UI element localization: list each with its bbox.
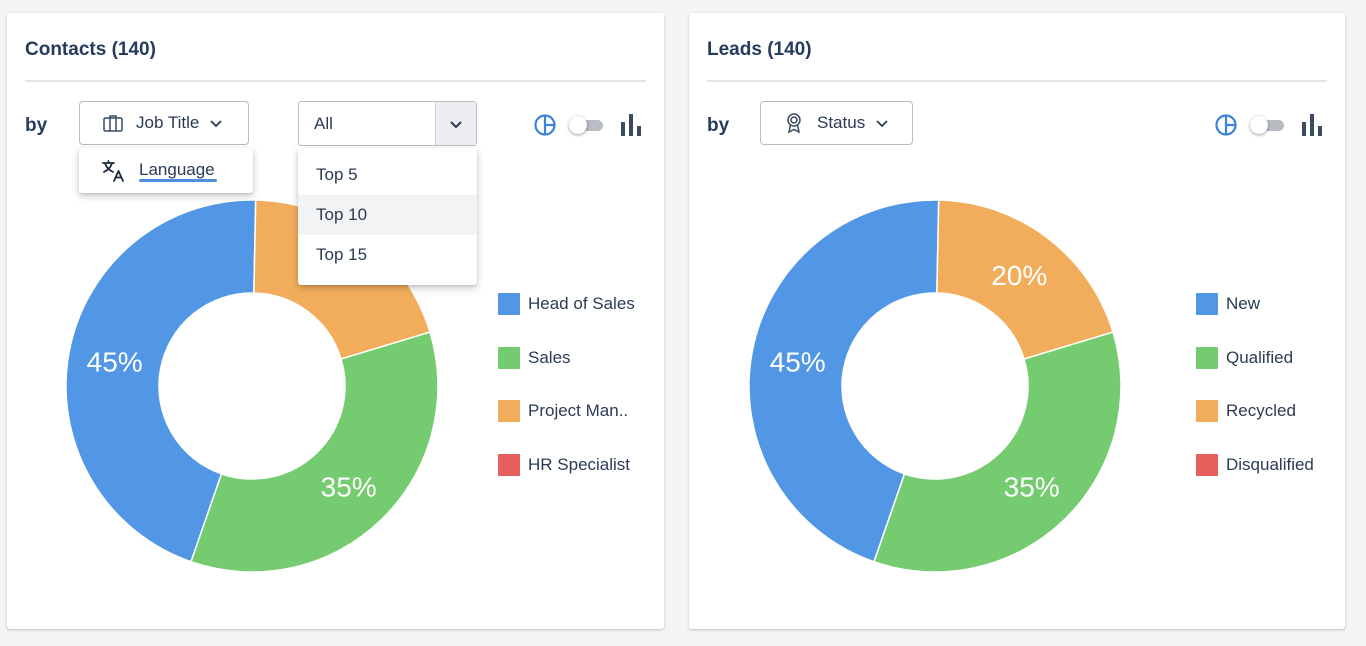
legend-label: Recycled xyxy=(1226,401,1296,421)
legend-swatch xyxy=(498,346,520,369)
contacts-group-by-label: Job Title xyxy=(136,113,200,132)
chevron-down-icon xyxy=(450,120,462,128)
leads-card: Leads (140) by Status 45% xyxy=(689,13,1345,629)
legend-label: Qualified xyxy=(1226,347,1294,367)
legend-swatch xyxy=(1196,293,1218,315)
briefcase-icon xyxy=(102,112,124,134)
legend-swatch xyxy=(498,400,520,423)
award-icon xyxy=(783,112,805,134)
translate-icon xyxy=(101,159,127,183)
leads-legend-item[interactable]: Disqualified xyxy=(1196,454,1314,477)
contacts-divider xyxy=(25,80,646,82)
legend-label: HR Specialist xyxy=(528,455,631,475)
contacts-by-label: by xyxy=(25,115,48,136)
leads-legend-item[interactable]: Recycled xyxy=(1196,400,1296,423)
leads-by-label: by xyxy=(707,115,730,136)
legend-swatch xyxy=(1196,454,1218,477)
pie-chart-icon[interactable] xyxy=(533,113,557,137)
menu-item-top-10[interactable]: Top 10 xyxy=(298,195,477,235)
hover-underline xyxy=(139,179,217,182)
chevron-down-icon xyxy=(209,116,223,130)
select-arrow-button[interactable] xyxy=(435,102,476,145)
chevron-down-icon xyxy=(875,116,889,130)
contacts-legend-item[interactable]: Project Man.. xyxy=(498,400,629,423)
pie-chart-icon[interactable] xyxy=(1214,113,1238,137)
contacts-slice-head-of-sales[interactable] xyxy=(66,200,257,563)
menu-item-language[interactable]: Language xyxy=(79,148,253,193)
leads-slice-recycled[interactable] xyxy=(936,200,1114,360)
contacts-slice-sales[interactable] xyxy=(190,331,438,572)
contacts-slice-value-label: 35% xyxy=(321,472,377,503)
contacts-legend-item[interactable]: Head of Sales xyxy=(498,293,635,315)
contacts-group-by-menu: Language xyxy=(79,148,253,193)
contacts-legend-item[interactable]: Sales xyxy=(498,346,571,369)
menu-item-top-5[interactable]: Top 5 xyxy=(316,165,358,184)
legend-label: New xyxy=(1226,294,1261,313)
leads-slice-value-label: 45% xyxy=(770,346,826,377)
contacts-chart-type-switch xyxy=(533,113,642,137)
leads-slice-value-label: 35% xyxy=(1004,472,1060,503)
leads-slice-new[interactable] xyxy=(749,200,940,563)
legend-label: Disqualified xyxy=(1226,455,1314,475)
contacts-limit-menu: Top 5 Top 10 Top 15 xyxy=(298,148,477,285)
leads-legend-item[interactable]: New xyxy=(1196,293,1260,315)
legend-label: Head of Sales xyxy=(528,294,635,313)
legend-label: Project Man.. xyxy=(528,401,629,421)
leads-donut-chart: 45% 20% 35% xyxy=(749,200,1121,572)
legend-label: Sales xyxy=(528,347,571,367)
contacts-legend-item[interactable]: HR Specialist xyxy=(498,454,631,477)
legend-swatch xyxy=(498,293,520,315)
chart-type-toggle[interactable] xyxy=(569,113,603,137)
contacts-donut-chart: 45% 35% xyxy=(66,200,438,572)
contacts-limit-select[interactable]: All xyxy=(298,101,477,146)
menu-item-language-label: Language xyxy=(139,160,215,179)
contacts-limit-value: All xyxy=(314,113,333,133)
legend-swatch xyxy=(498,454,520,477)
leads-chart-type-switch xyxy=(1214,113,1323,137)
legend-swatch xyxy=(1196,400,1218,423)
contacts-card: Contacts (140) by Job Title Language xyxy=(7,13,664,629)
bar-chart-icon[interactable] xyxy=(620,113,642,137)
leads-divider xyxy=(707,80,1327,82)
leads-group-by-label: Status xyxy=(817,113,866,132)
legend-swatch xyxy=(1196,346,1218,369)
bar-chart-icon[interactable] xyxy=(1301,113,1323,137)
chart-type-toggle[interactable] xyxy=(1250,113,1284,137)
leads-legend-item[interactable]: Qualified xyxy=(1196,346,1294,369)
menu-item-top-15[interactable]: Top 15 xyxy=(316,245,368,264)
leads-slice-qualified[interactable] xyxy=(873,331,1121,572)
leads-title: Leads (140) xyxy=(707,39,812,60)
contacts-slice-value-label: 45% xyxy=(87,346,143,377)
leads-slice-value-label: 20% xyxy=(991,260,1047,291)
contacts-title: Contacts (140) xyxy=(25,39,156,60)
contacts-group-by-button[interactable]: Job Title xyxy=(79,101,249,145)
leads-group-by-button[interactable]: Status xyxy=(760,101,913,145)
